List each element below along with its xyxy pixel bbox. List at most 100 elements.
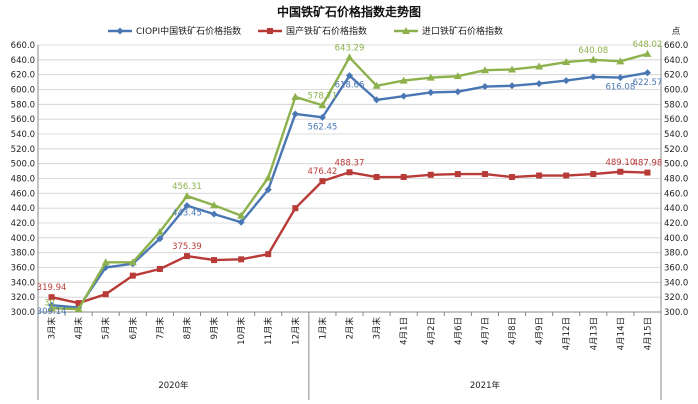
data-label: 489.10 [605,158,635,168]
x-tick-label: 6月末 [128,317,139,340]
legend-swatch-marker [402,27,410,34]
x-tick-label: 4月6日 [454,317,464,345]
data-point-marker [318,113,326,121]
x-tick-label: 4月末 [74,317,85,340]
y-tick-label-right: 320.0 [664,293,688,303]
data-label: 562.45 [308,122,338,132]
data-point-marker [373,174,380,181]
data-point-marker [616,57,625,65]
y-tick-label-left: 540.0 [11,130,35,140]
data-point-marker [536,172,543,179]
y-tick-label-right: 500.0 [664,160,688,170]
data-label: 319.94 [37,283,67,293]
data-label: 643.29 [335,43,365,53]
data-label: 618.66 [335,81,365,91]
data-point-marker [211,257,218,264]
y-tick-label-left: 500.0 [11,160,35,170]
data-label: 309.14 [37,307,67,317]
y-tick-label-right: 300.0 [664,308,688,318]
x-tick-label: 4月15日 [643,317,653,350]
legend: CIOPI中国铁矿石价格指数 国产铁矿石价格指数 进口铁矿石价格指数 [108,25,503,37]
data-point-marker [400,174,407,181]
y-tick-label-left: 600.0 [11,86,35,96]
data-point-marker [590,171,597,178]
legend-swatch-marker [267,28,273,34]
y-tick-label-left: 620.0 [11,71,35,81]
data-label: 443.45 [172,209,202,219]
data-point-marker [319,178,326,185]
x-tick-label: 4月12日 [562,317,572,350]
x-tick-label: 4月9日 [535,317,545,345]
x-tick-label: 9月末 [209,317,220,340]
data-label: 616.08 [605,83,635,93]
data-point-marker [183,202,191,210]
x-tick-label: 3月末 [47,317,58,340]
y-tick-label-left: 360.0 [11,264,35,274]
data-point-marker [264,173,273,181]
data-point-marker [644,169,651,176]
series-line [51,170,648,305]
y-tick-label-right: 520.0 [664,145,688,155]
y-tick-label-left: 660.0 [11,41,35,51]
data-point-marker [562,77,570,85]
data-point-marker [210,210,218,218]
data-point-marker [643,69,651,77]
data-point-marker [346,72,353,80]
data-label: 375.39 [172,242,202,252]
data-point-marker [616,74,624,82]
y-tick-label-right: 360.0 [664,264,688,274]
data-point-marker [156,235,164,243]
y-tick-label-right: 600.0 [664,86,688,96]
data-label: 640.08 [578,46,608,56]
data-point-marker [399,76,408,84]
x-tick-label: 5月末 [101,317,112,340]
data-point-marker [102,291,109,298]
data-label: 456.31 [172,182,202,192]
legend-label: 国产铁矿石价格指数 [286,25,367,37]
data-point-marker [48,294,55,301]
series-line [51,71,648,309]
data-label: 578.71 [308,91,338,101]
y-tick-label-right: 620.0 [664,71,688,81]
y-tick-label-left: 340.0 [11,278,35,288]
x-tick-label: 4月13日 [589,317,599,350]
data-point-marker [128,258,137,266]
data-point-marker [156,265,163,272]
y-tick-label-right: 560.0 [664,115,688,125]
legend-label: 进口铁矿石价格指数 [422,25,503,37]
y-tick-label-right: 580.0 [664,100,688,110]
x-tick-label: 4月8日 [508,317,518,345]
y-tick-label-left: 580.0 [11,100,35,110]
y-tick-label-right: 400.0 [664,234,688,244]
data-point-marker [74,305,83,313]
y-tick-label-left: 400.0 [11,234,35,244]
data-point-marker [400,92,408,100]
data-point-marker [508,82,516,90]
data-point-marker [265,251,272,258]
year-label: 2021年 [470,380,501,391]
data-point-marker [508,65,517,73]
data-point-marker [427,171,434,178]
y-tick-label-right: 660.0 [664,41,688,51]
legend-swatch-marker [116,27,124,35]
y-tick-label-right: 380.0 [664,249,688,259]
y-tick-label-left: 300.0 [11,308,35,318]
data-label: 622.57 [633,78,663,88]
y-tick-label-left: 640.0 [11,56,35,66]
data-point-marker [346,169,353,176]
data-point-marker [75,300,82,307]
x-tick-label: 7月末 [155,317,166,340]
data-label: 648.02 [633,40,663,50]
data-point-marker [155,227,164,235]
x-tick-label: 4月2日 [427,317,437,345]
data-point-marker [481,171,488,178]
data-point-marker [454,171,461,178]
x-tick-label: 4月1日 [400,317,410,345]
data-point-marker [481,83,489,91]
data-point-marker [318,101,327,109]
x-tick-label: 10月末 [236,317,247,345]
data-point-marker [47,304,56,312]
data-point-marker [237,218,245,226]
y-tick-label-right: 440.0 [664,204,688,214]
